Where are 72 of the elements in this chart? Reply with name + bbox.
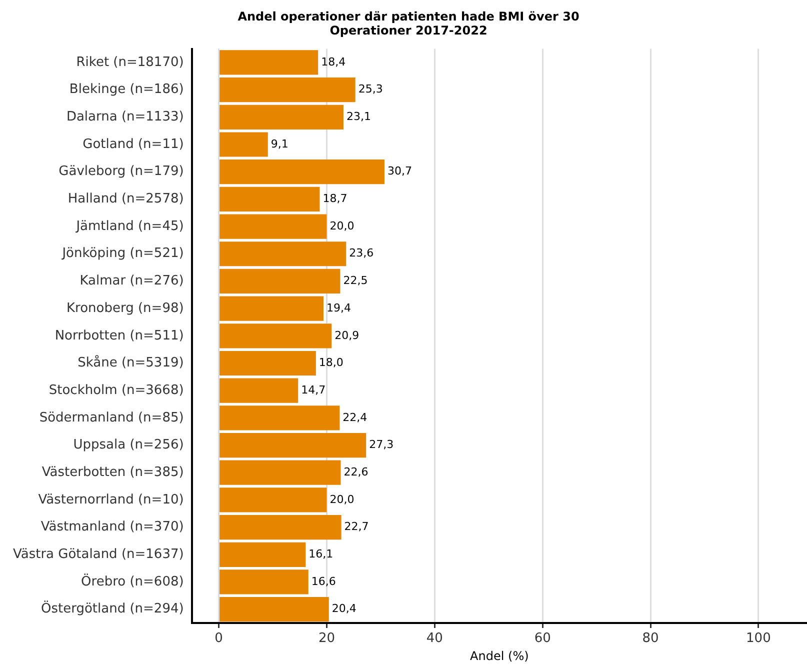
data-label: 20,0 [330, 492, 354, 506]
y-tick-label: Västra Götaland (n=1637) [12, 547, 184, 562]
data-label: 23,1 [346, 110, 371, 124]
data-label: 22,7 [344, 520, 369, 534]
y-tick-label: Södermanland (n=85) [39, 410, 184, 426]
x-tick-label: 0 [214, 631, 223, 646]
data-label: 20,0 [330, 219, 354, 232]
bar [220, 324, 332, 348]
bar [220, 160, 384, 184]
data-label: 14,7 [301, 383, 326, 396]
bar [220, 186, 320, 212]
bar [220, 104, 344, 130]
data-label: 22,4 [342, 410, 368, 424]
data-label: 18,4 [321, 55, 346, 68]
data-label: 25,3 [358, 82, 383, 96]
y-tick-label: Örebro (n=608) [81, 573, 184, 590]
bar [220, 50, 318, 75]
y-tick-label: Skåne (n=5319) [78, 354, 184, 371]
y-tick-label: Jämtland (n=45) [75, 218, 184, 234]
bar [220, 214, 327, 239]
y-tick-label: Stockholm (n=3668) [48, 382, 184, 398]
data-label: 18,0 [318, 356, 344, 370]
x-tick-label: 100 [746, 631, 771, 646]
y-tick-label: Halland (n=2578) [68, 192, 184, 207]
data-label: 27,3 [369, 438, 394, 452]
data-label: 16,1 [308, 548, 334, 560]
y-tick-label: Uppsala (n=256) [73, 438, 184, 453]
bar [220, 378, 298, 403]
data-label: 16,6 [311, 574, 336, 588]
y-tick-label: Västernorrland (n=10) [38, 492, 184, 508]
y-tick-label: Västerbotten (n=385) [42, 464, 184, 480]
x-tick-label: 60 [534, 631, 551, 646]
x-axis-title: Andel (%) [470, 648, 529, 663]
bar [220, 432, 366, 458]
y-tick-label: Kronoberg (n=98) [66, 300, 184, 316]
data-label: 20,4 [332, 602, 356, 616]
x-tick-label: 80 [642, 631, 659, 646]
bar [220, 132, 268, 157]
y-tick-label: Gävleborg (n=179) [58, 164, 184, 180]
bar [220, 78, 356, 102]
x-tick-label: 20 [318, 631, 335, 646]
bar [220, 350, 316, 376]
x-tick-label: 40 [426, 631, 443, 646]
bar [220, 268, 340, 294]
data-label: 9,1 [270, 137, 288, 150]
data-label: 22,5 [343, 274, 368, 288]
y-tick-label: Norrbotten (n=511) [54, 328, 184, 344]
bar [220, 242, 346, 266]
y-tick-label: Gotland (n=11) [82, 136, 184, 152]
bar [220, 542, 306, 567]
y-tick-label: Riket (n=18170) [76, 54, 184, 70]
y-tick-label: Västmanland (n=370) [40, 520, 184, 535]
y-tick-label: Jönköping (n=521) [61, 246, 184, 262]
y-tick-label: Östergötland (n=294) [41, 600, 184, 617]
bar [220, 406, 340, 430]
data-label: 23,6 [349, 246, 374, 260]
bar [220, 570, 308, 594]
bar [220, 514, 342, 540]
chart-title: Andel operationer där patienten hade BMI över 30 [238, 9, 580, 24]
y-tick-label: Kalmar (n=276) [80, 274, 184, 289]
data-label: 30,7 [387, 164, 412, 178]
bar [220, 460, 341, 485]
data-label: 22,6 [344, 465, 368, 478]
bar [220, 296, 324, 321]
y-tick-label: Dalarna (n=1133) [66, 110, 184, 125]
bar [220, 488, 327, 512]
data-label: 19,4 [326, 301, 351, 314]
chart-subtitle: Operationer 2017-2022 [330, 24, 488, 38]
data-label: 18,7 [322, 192, 348, 206]
bar [220, 597, 329, 622]
data-label: 20,9 [334, 328, 360, 342]
y-tick-label: Blekinge (n=186) [69, 82, 184, 98]
